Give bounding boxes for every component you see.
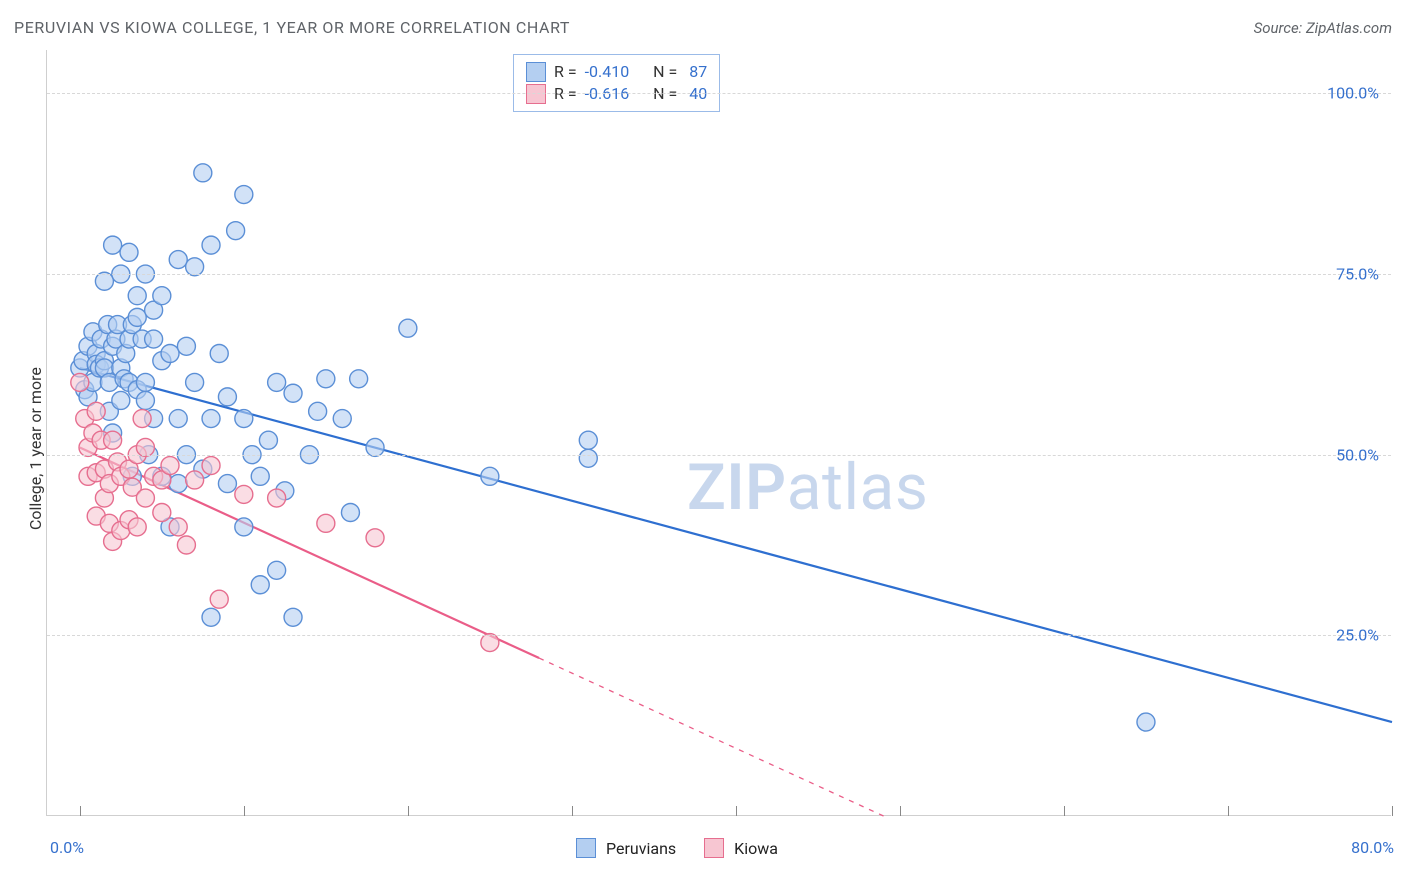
y-tick-label: 100.0% [1327,84,1379,103]
legend-series: Peruvians Kiowa [576,838,796,858]
trend-line-peruvians [80,368,1392,722]
data-point-kiowa [186,471,204,489]
data-point-peruvians [235,410,253,428]
data-point-peruvians [579,431,597,449]
legend-label: Kiowa [734,839,778,858]
data-point-peruvians [399,319,417,337]
data-point-peruvians [268,561,286,579]
data-point-peruvians [202,410,220,428]
data-point-peruvians [128,308,146,326]
data-point-kiowa [128,518,146,536]
chart-title: PERUVIAN VS KIOWA COLLEGE, 1 YEAR OR MOR… [14,18,570,37]
data-point-peruvians [341,503,359,521]
data-point-peruvians [309,402,327,420]
r-label: R = [554,61,577,83]
data-point-peruvians [284,384,302,402]
x-tick [1228,806,1229,816]
legend-label: Peruvians [606,839,676,858]
data-point-kiowa [202,457,220,475]
data-point-kiowa [104,431,122,449]
data-point-peruvians [481,467,499,485]
data-point-peruvians [235,518,253,536]
data-point-peruvians [284,608,302,626]
chart-source: Source: ZipAtlas.com [1254,19,1392,37]
y-tick-label: 25.0% [1336,626,1379,645]
data-point-peruvians [169,475,187,493]
x-tick [1064,806,1065,816]
data-point-peruvians [218,388,236,406]
data-point-peruvians [202,608,220,626]
scatter-svg [47,50,1392,816]
legend-correlation-row: R = -0.410 N = 87 [526,61,707,83]
data-point-kiowa [268,489,286,507]
data-point-peruvians [268,373,286,391]
x-tick [736,806,737,816]
data-point-peruvians [251,576,269,594]
data-point-peruvians [136,391,154,409]
data-point-peruvians [194,164,212,182]
data-point-peruvians [202,236,220,254]
gridline [47,274,1391,275]
data-point-kiowa [235,485,253,503]
legend-correlation: R =-0.410 N = 87R =-0.616 N = 40 [513,54,720,112]
data-point-peruvians [333,410,351,428]
data-point-peruvians [169,410,187,428]
data-point-peruvians [177,337,195,355]
r-value: -0.410 [585,61,630,83]
data-point-kiowa [133,410,151,428]
data-point-peruvians [317,370,335,388]
y-axis-label: College, 1 year or more [26,367,45,530]
data-point-kiowa [169,518,187,536]
data-point-peruvians [161,345,179,363]
data-point-peruvians [169,251,187,269]
data-point-peruvians [1137,713,1155,731]
data-point-peruvians [120,243,138,261]
title-bar: PERUVIAN VS KIOWA COLLEGE, 1 YEAR OR MOR… [14,18,1392,37]
data-point-peruvians [145,330,163,348]
legend-swatch [704,838,724,858]
data-point-kiowa [71,373,89,391]
plot-area: ZIPatlas R =-0.410 N = 87R =-0.616 N = 4… [46,50,1391,816]
x-tick [1392,806,1393,816]
x-axis-max-label: 80.0% [1351,838,1394,857]
x-tick [244,806,245,816]
y-tick-label: 75.0% [1336,265,1379,284]
data-point-peruvians [350,370,368,388]
x-axis-min-label: 0.0% [50,838,84,857]
data-point-peruvians [227,222,245,240]
data-point-peruvians [186,373,204,391]
data-point-peruvians [104,236,122,254]
data-point-peruvians [128,287,146,305]
trend-line-dashed-kiowa [539,658,883,816]
data-point-kiowa [177,536,195,554]
data-point-kiowa [366,529,384,547]
n-value: 87 [685,61,707,83]
data-point-peruvians [218,475,236,493]
gridline [47,635,1391,636]
gridline [47,93,1391,94]
legend-swatch [526,62,546,82]
data-point-peruvians [136,373,154,391]
data-point-peruvians [259,431,277,449]
data-point-peruvians [112,391,130,409]
x-tick [900,806,901,816]
n-label: N = [653,61,677,83]
data-point-peruvians [235,186,253,204]
data-point-kiowa [87,402,105,420]
data-point-kiowa [136,489,154,507]
x-tick [572,806,573,816]
x-tick [80,806,81,816]
y-tick-label: 50.0% [1336,445,1379,464]
x-tick [408,806,409,816]
data-point-kiowa [161,457,179,475]
data-point-kiowa [210,590,228,608]
data-point-peruvians [579,449,597,467]
data-point-kiowa [153,503,171,521]
gridline [47,455,1391,456]
data-point-kiowa [317,514,335,532]
legend-swatch [576,838,596,858]
data-point-peruvians [210,345,228,363]
data-point-peruvians [251,467,269,485]
data-point-peruvians [153,287,171,305]
